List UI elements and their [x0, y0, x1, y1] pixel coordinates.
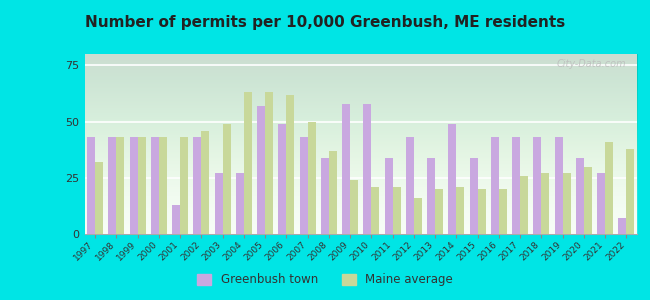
- Bar: [469, 158, 478, 234]
- Bar: [456, 187, 465, 234]
- Bar: [491, 137, 499, 234]
- Bar: [172, 205, 180, 234]
- Bar: [342, 103, 350, 234]
- Bar: [563, 173, 571, 234]
- Text: City-Data.com: City-Data.com: [556, 59, 626, 69]
- Bar: [627, 148, 634, 234]
- Bar: [214, 173, 222, 234]
- Bar: [584, 167, 592, 234]
- Bar: [265, 92, 273, 234]
- Bar: [478, 189, 486, 234]
- Bar: [307, 122, 316, 234]
- Bar: [151, 137, 159, 234]
- Bar: [116, 137, 124, 234]
- Bar: [329, 151, 337, 234]
- Text: Number of permits per 10,000 Greenbush, ME residents: Number of permits per 10,000 Greenbush, …: [85, 15, 565, 30]
- Bar: [554, 137, 563, 234]
- Bar: [427, 158, 435, 234]
- Bar: [597, 173, 605, 234]
- Bar: [512, 137, 520, 234]
- Bar: [138, 137, 146, 234]
- Bar: [87, 137, 95, 234]
- Bar: [193, 137, 202, 234]
- Bar: [414, 198, 422, 234]
- Bar: [95, 162, 103, 234]
- Bar: [448, 124, 456, 234]
- Bar: [278, 124, 287, 234]
- Bar: [180, 137, 188, 234]
- Bar: [541, 173, 549, 234]
- Bar: [605, 142, 613, 234]
- Bar: [371, 187, 380, 234]
- Bar: [300, 137, 307, 234]
- Bar: [533, 137, 541, 234]
- Bar: [287, 94, 294, 234]
- Bar: [350, 180, 358, 234]
- Bar: [435, 189, 443, 234]
- Bar: [257, 106, 265, 234]
- Legend: Greenbush town, Maine average: Greenbush town, Maine average: [192, 269, 458, 291]
- Bar: [385, 158, 393, 234]
- Bar: [244, 92, 252, 234]
- Bar: [236, 173, 244, 234]
- Bar: [159, 137, 167, 234]
- Bar: [129, 137, 138, 234]
- Bar: [576, 158, 584, 234]
- Bar: [618, 218, 627, 234]
- Bar: [520, 176, 528, 234]
- Bar: [406, 137, 414, 234]
- Bar: [321, 158, 329, 234]
- Bar: [363, 103, 371, 234]
- Bar: [222, 124, 231, 234]
- Bar: [393, 187, 400, 234]
- Bar: [202, 130, 209, 234]
- Bar: [499, 189, 507, 234]
- Bar: [109, 137, 116, 234]
